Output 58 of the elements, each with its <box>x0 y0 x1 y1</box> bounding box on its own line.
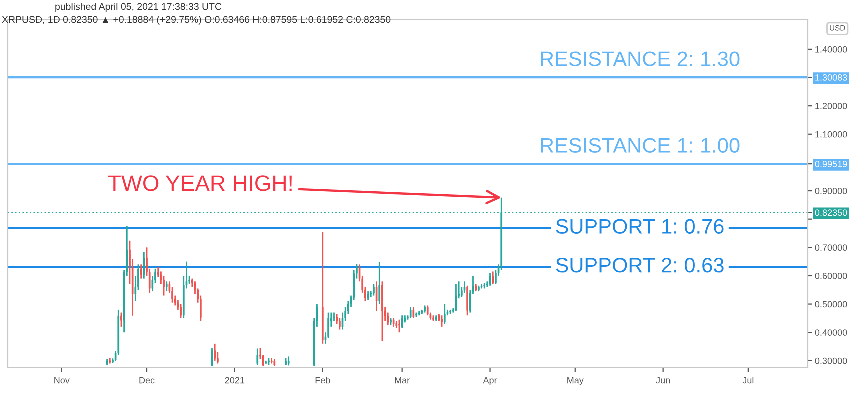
candlestick <box>180 304 182 320</box>
candlestick <box>478 285 480 292</box>
y-tick-label: 0.70000 <box>815 244 848 252</box>
candlestick <box>424 305 426 314</box>
candlestick <box>378 262 381 305</box>
candlestick <box>373 284 375 296</box>
x-tick-label: Feb <box>316 377 330 384</box>
x-tick-label: Dec <box>140 377 155 384</box>
ref-line-label: SUPPORT 1: 0.76 <box>556 219 724 234</box>
y-tick-label: 1.40000 <box>816 46 848 53</box>
candlestick <box>166 280 168 292</box>
y-tick-label: 0.50000 <box>815 301 848 308</box>
y-tick-label: 1.10000 <box>816 131 848 138</box>
candlestick <box>432 314 434 322</box>
candlestick <box>441 314 443 328</box>
x-tick-label: 2021 <box>225 377 245 384</box>
x-tick-label: Jul <box>742 377 754 384</box>
y-tick-label: 1.30083 <box>816 74 848 81</box>
text: published April 05, 2021 17:38:33 UTC <box>56 3 222 12</box>
ref-line-label: RESISTANCE 2: 1.30 <box>541 52 740 66</box>
annotation: XRPUSD, 1D 0.82350 ▲ +0.18884 (+29.75%) O:0.63466 H:0.87595 L:0.61952 C:0.82350 <box>2 16 391 26</box>
candlestick <box>398 319 400 334</box>
candlestick <box>475 284 478 292</box>
candlestick <box>426 305 429 316</box>
x-tick-label: Jun <box>656 377 670 384</box>
ref-line-label: RESISTANCE 1: 1.00 <box>541 138 740 154</box>
y-tick-label: 0.30000 <box>815 358 848 364</box>
candlestick <box>410 306 412 320</box>
y-tick-label: 0.90000 <box>815 188 848 194</box>
x-tick-label: Mar <box>395 377 410 384</box>
candlestick <box>492 271 494 286</box>
candlestick <box>466 285 468 316</box>
x-tick-label: May <box>568 377 584 386</box>
candlestick <box>143 251 146 280</box>
candlestick <box>256 348 259 366</box>
y-tick-label: 0.99519 <box>815 161 848 168</box>
candlestick <box>288 356 290 366</box>
candlestick <box>285 357 287 366</box>
candlestick <box>268 357 270 366</box>
candlestick <box>120 312 122 328</box>
candlestick <box>214 343 216 362</box>
candlestick <box>338 318 341 330</box>
x-tick-label: Apr <box>483 377 498 386</box>
annotation: TWO YEAR HIGH! <box>108 176 292 192</box>
y-tick-label: 0.40000 <box>815 330 848 336</box>
candlestick <box>140 264 142 280</box>
candlestick <box>444 304 446 325</box>
candlestick <box>382 280 384 342</box>
x-tick-label: Nov <box>54 377 70 384</box>
candlestick <box>270 357 273 364</box>
candlestick <box>416 312 418 318</box>
ref-line-label: SUPPORT 2: 0.63 <box>556 258 724 273</box>
y-tick-label: 0.60000 <box>815 272 848 280</box>
candlestick <box>109 357 112 364</box>
candlestick <box>163 275 165 296</box>
y-tick-label: 1.20000 <box>816 103 848 110</box>
y-tick-label: 0.82350 <box>815 210 848 216</box>
candlestick <box>390 318 392 326</box>
